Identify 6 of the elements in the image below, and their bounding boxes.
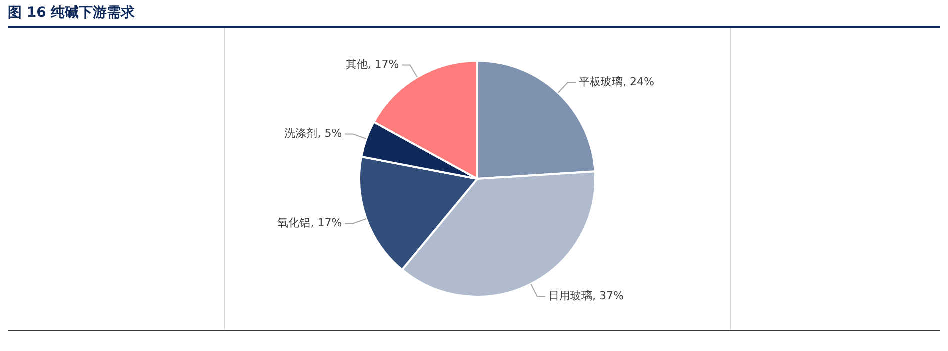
slice-label: 日用玻璃, 37% (548, 290, 624, 303)
slice-label: 氧化铝, 17% (278, 216, 342, 230)
slice-label: 平板玻璃, 24% (578, 76, 654, 89)
slice-label: 洗涤剂, 5% (284, 127, 342, 140)
text: 图 16 纯碱下游需求 (8, 4, 940, 28)
slice-label: 其他, 17% (346, 58, 400, 72)
